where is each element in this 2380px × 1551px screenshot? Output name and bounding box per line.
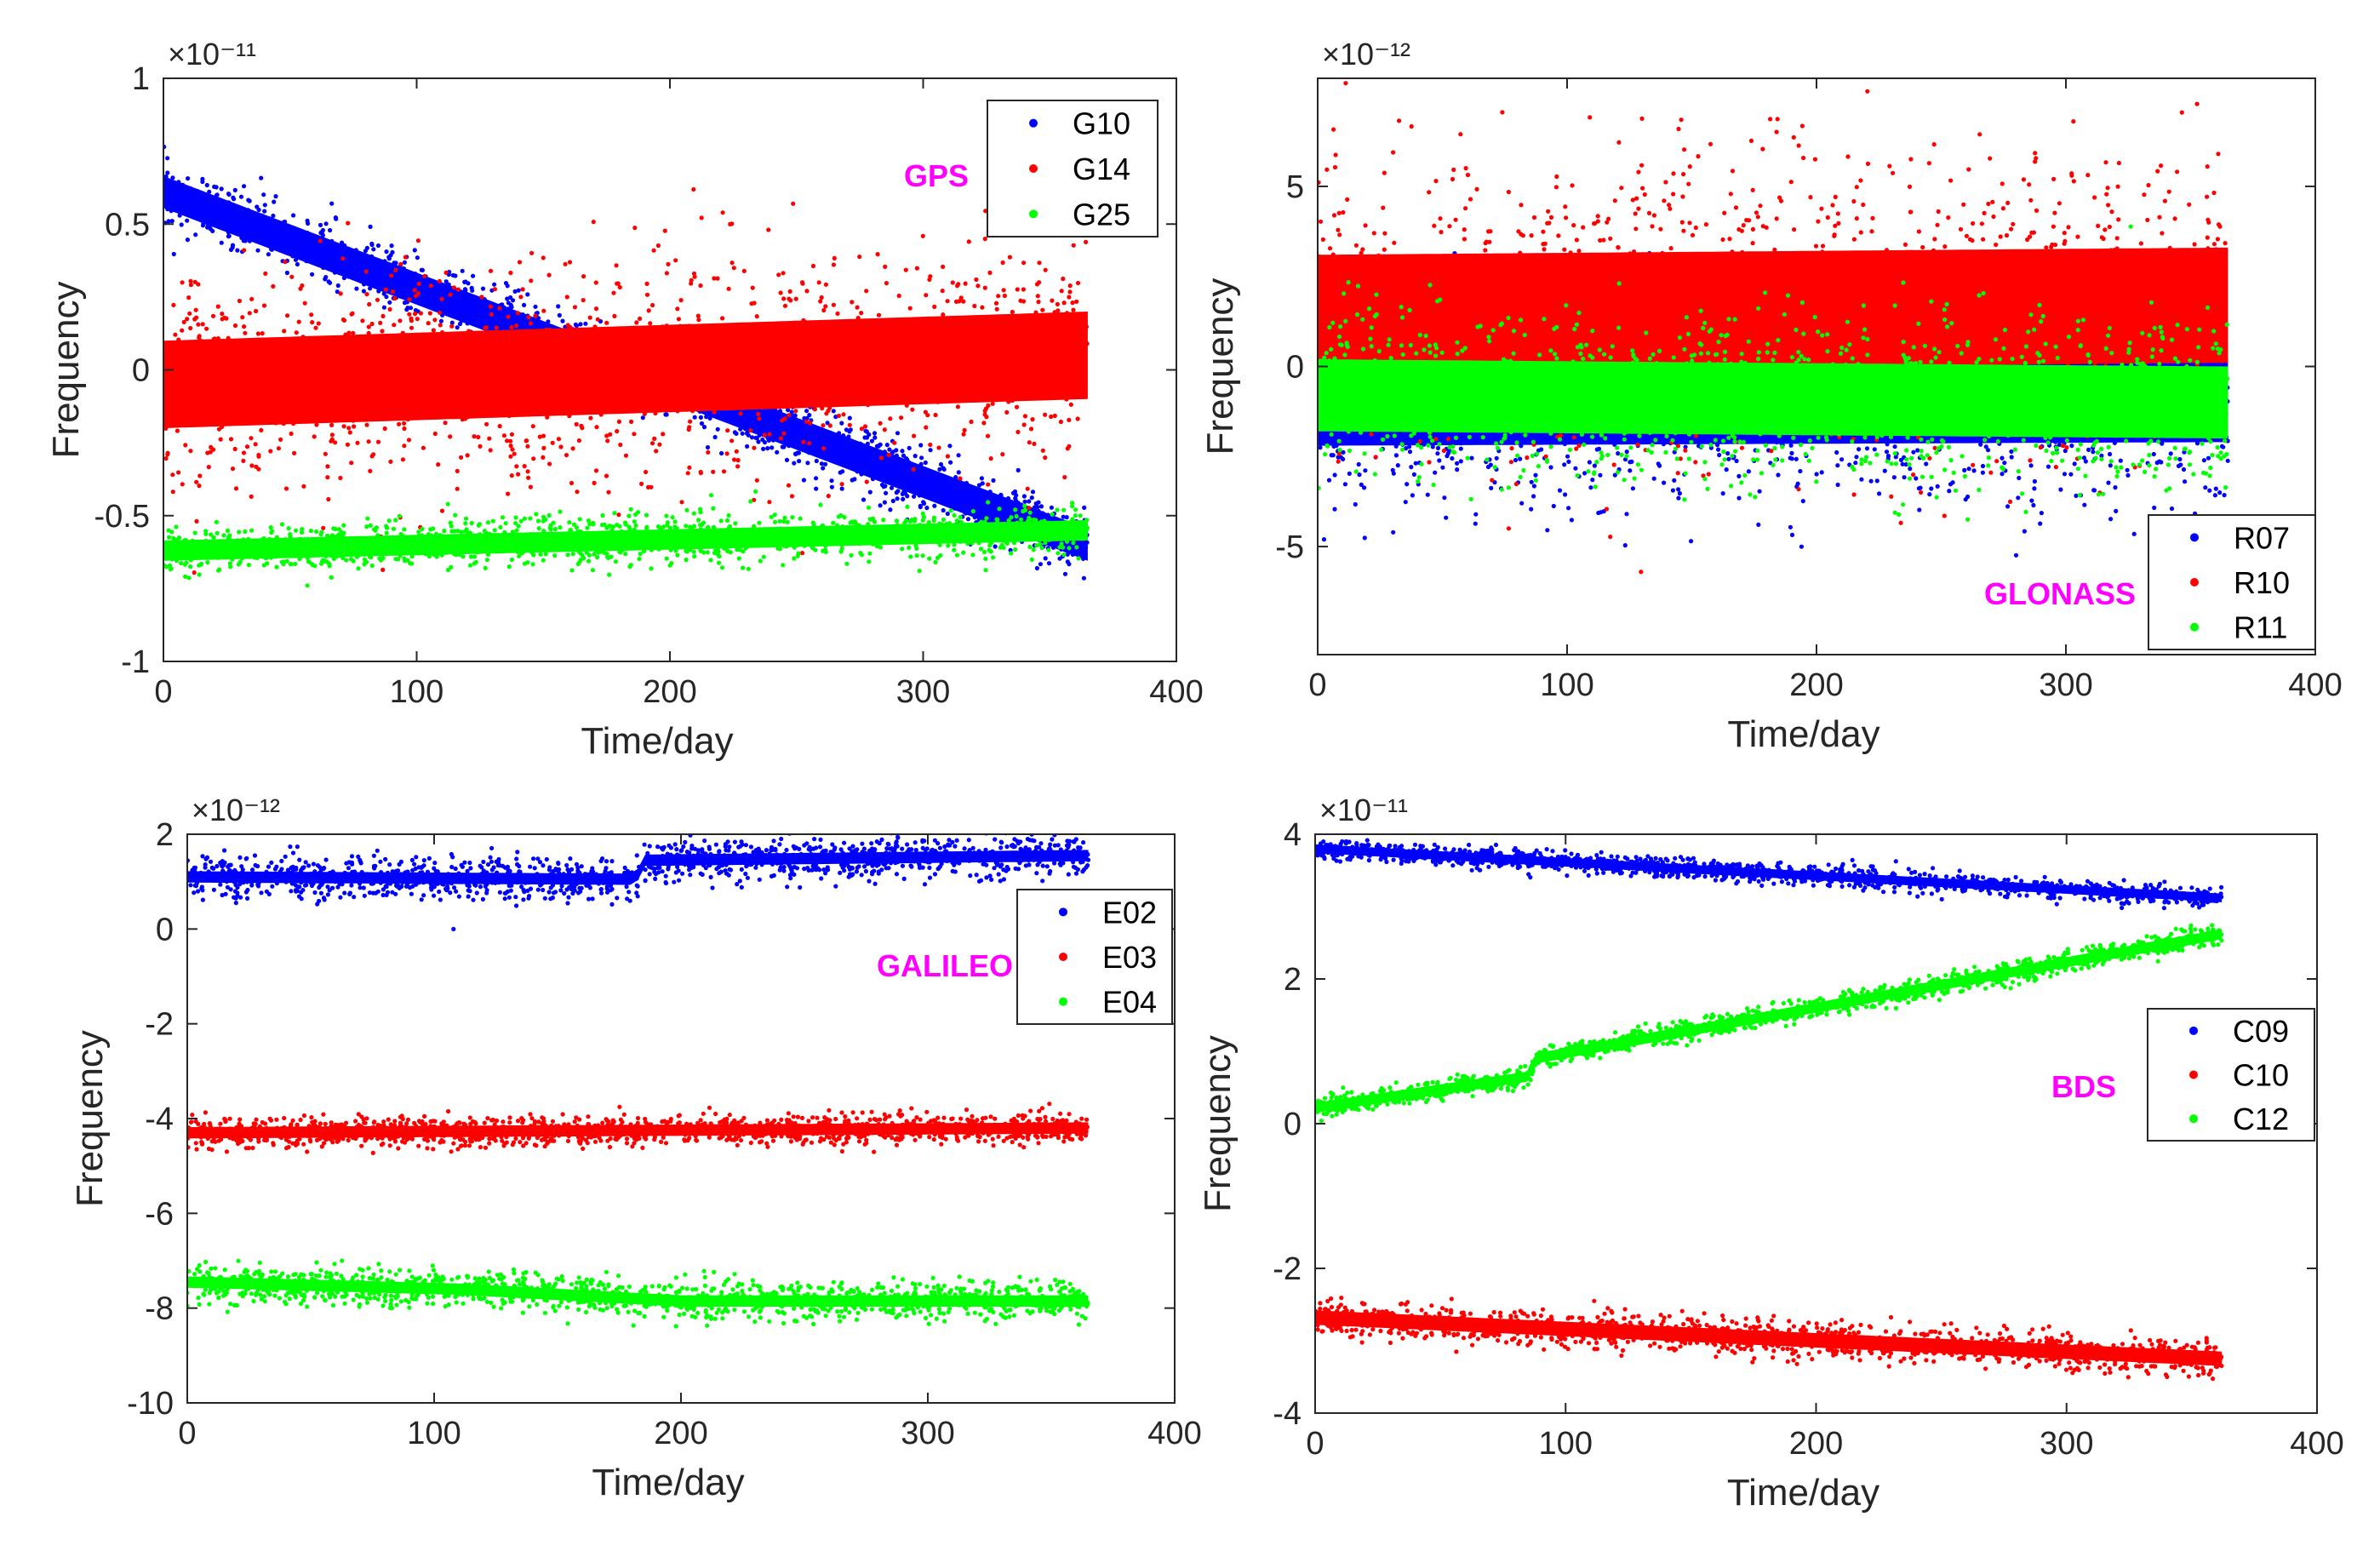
y-tick-label: 0.5 (105, 207, 150, 243)
y-tick-label: 2 (156, 817, 174, 853)
legend-label-e04: E04 (1102, 985, 1157, 1020)
x-tick-label: 300 (896, 674, 950, 710)
legend-label-c10: C10 (2233, 1058, 2289, 1093)
x-tick-label: 400 (1149, 674, 1203, 710)
y-tick-label: 1 (132, 61, 150, 97)
x-tick-label: 100 (390, 674, 443, 710)
y-exponent-label: ×10⁻¹¹ (1319, 793, 1408, 827)
legend-label-e03: E03 (1102, 940, 1157, 975)
legend-label-e02: E02 (1102, 895, 1157, 930)
y-tick-label: 0 (156, 912, 174, 947)
legend-label-g10: G10 (1073, 106, 1130, 141)
constellation-annotation: GPS (904, 158, 969, 193)
x-tick-label: 400 (1147, 1416, 1201, 1451)
legend-marker-c10 (2189, 1071, 2198, 1079)
legend: C09 C10 C12 (2148, 1009, 2314, 1141)
y-tick-label: 0 (132, 353, 150, 389)
legend-label-r07: R07 (2234, 520, 2290, 555)
legend-label-c09: C09 (2233, 1014, 2289, 1049)
constellation-annotation: BDS (2051, 1069, 2116, 1104)
y-axis-label: Frequency (69, 1030, 111, 1207)
x-tick-label: 200 (654, 1416, 707, 1451)
chart-panel-galileo: 0 100 200 300 400 -10 -8 -6 -4 -2 0 2 ×10⁻¹² Time/day… (69, 793, 1202, 1503)
legend-marker-g14 (1029, 164, 1038, 173)
y-tick-label: -10 (127, 1386, 174, 1422)
y-tick-label: 2 (1284, 962, 1302, 998)
legend: R07 R10 R11 (2148, 515, 2315, 650)
chart-panel-gps: 0 100 200 300 400 -1 -0.5 0 0.5 1 ×10⁻¹¹ Time/day Fr… (45, 37, 1204, 762)
x-axis-label: Time/day (1727, 1472, 1879, 1514)
x-tick-label: 200 (1789, 1426, 1843, 1462)
legend-marker-r10 (2190, 578, 2199, 587)
y-tick-label: 5 (1286, 169, 1304, 205)
x-tick-label: 200 (643, 674, 696, 710)
y-tick-label: -8 (145, 1291, 174, 1327)
legend-label-g14: G14 (1073, 152, 1130, 186)
y-tick-label: -0.5 (94, 499, 150, 535)
x-tick-label: 400 (2290, 1426, 2343, 1462)
x-tick-label: 100 (407, 1416, 461, 1451)
chart-panel-glonass: 0 100 200 300 400 -5 0 5 ×10⁻¹² Time/day Frequency… (1199, 32, 2343, 755)
legend-marker-c12 (2189, 1114, 2198, 1123)
x-axis-label: Time/day (581, 720, 733, 762)
legend-marker-e04 (1059, 998, 1067, 1006)
x-tick-label: 100 (1539, 1426, 1593, 1462)
legend-label-g25: G25 (1073, 197, 1130, 232)
y-tick-label: -1 (121, 644, 150, 680)
y-tick-label: -2 (1273, 1251, 1302, 1287)
x-tick-label: 0 (154, 674, 172, 710)
y-tick-label: 0 (1284, 1107, 1302, 1142)
constellation-annotation: GALILEO (877, 948, 1013, 983)
y-tick-label: -5 (1275, 529, 1304, 565)
x-axis-label: Time/day (592, 1462, 744, 1503)
legend-marker-g25 (1029, 209, 1038, 218)
legend-label-r10: R10 (2234, 565, 2290, 600)
x-tick-label: 400 (2288, 667, 2342, 703)
legend-label-c12: C12 (2233, 1102, 2289, 1136)
y-tick-label: 0 (1286, 350, 1304, 386)
legend-marker-e02 (1059, 907, 1067, 916)
x-tick-label: 0 (1306, 1426, 1324, 1462)
x-tick-label: 300 (2039, 667, 2092, 703)
y-tick-label: -2 (145, 1007, 174, 1043)
legend-marker-c09 (2189, 1027, 2198, 1035)
legend-marker-g10 (1029, 119, 1038, 128)
y-axis-label: Frequency (1199, 278, 1241, 455)
legend-marker-r07 (2190, 533, 2199, 541)
chart-panel-bds: 0 100 200 300 400 -4 -2 0 2 4 ×10⁻¹¹ Time/day Freque… (1197, 793, 2344, 1514)
y-exponent-label: ×10⁻¹² (192, 793, 280, 827)
x-tick-label: 300 (901, 1416, 954, 1451)
y-axis-label: Frequency (45, 282, 87, 459)
legend-box (2148, 1009, 2314, 1141)
constellation-annotation: GLONASS (1984, 576, 2136, 611)
legend-box (2148, 515, 2315, 650)
x-tick-label: 0 (1308, 667, 1326, 703)
legend: E02 E03 E04 (1017, 890, 1172, 1024)
x-axis-label: Time/day (1727, 713, 1879, 755)
y-exponent-label: ×10⁻¹² (1322, 37, 1410, 72)
y-exponent-label: ×10⁻¹¹ (168, 37, 256, 72)
y-tick-label: -4 (1273, 1396, 1302, 1432)
x-tick-label: 100 (1540, 667, 1593, 703)
legend-marker-r11 (2190, 623, 2199, 632)
y-tick-label: -4 (145, 1102, 174, 1137)
y-axis-label: Frequency (1197, 1035, 1239, 1212)
legend-label-r11: R11 (2234, 610, 2287, 645)
legend-marker-e03 (1059, 953, 1067, 961)
legend: G10 G14 G25 (987, 100, 1158, 237)
x-tick-label: 0 (178, 1416, 196, 1451)
y-tick-label: -6 (145, 1196, 174, 1232)
x-tick-label: 300 (2040, 1426, 2093, 1462)
x-tick-label: 200 (1789, 667, 1843, 703)
y-tick-label: 4 (1284, 817, 1302, 853)
